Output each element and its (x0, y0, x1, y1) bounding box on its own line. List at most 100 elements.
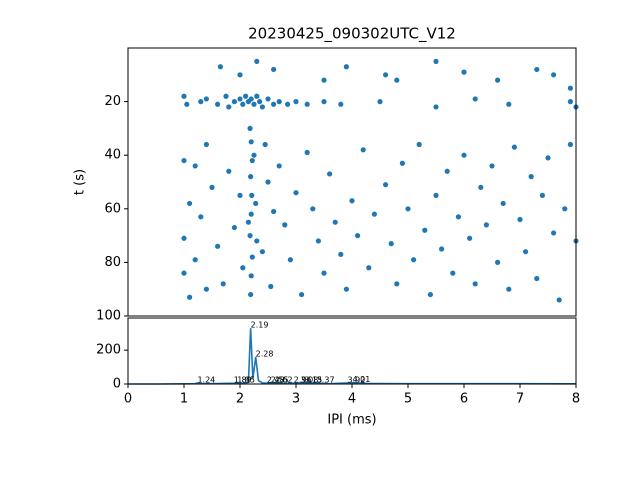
y-tick-label: 80 (104, 255, 121, 270)
point (489, 163, 495, 169)
point (405, 206, 411, 212)
annotation: 2.62 (275, 375, 293, 384)
point (315, 238, 321, 244)
point (265, 96, 271, 102)
point (198, 214, 204, 220)
point (495, 259, 501, 265)
point (248, 273, 254, 279)
point (187, 200, 193, 207)
point (517, 216, 523, 223)
x-tick-label: 3 (292, 392, 300, 407)
point (506, 101, 512, 107)
point (534, 66, 540, 73)
point (203, 96, 209, 102)
y-tick-label: 100 (96, 309, 121, 324)
point (371, 211, 377, 217)
annotation: 3.37 (317, 376, 335, 385)
point (271, 208, 277, 215)
point (360, 147, 366, 153)
point (249, 254, 255, 260)
point (349, 198, 355, 204)
point (377, 99, 383, 105)
point (567, 99, 574, 105)
point (249, 157, 255, 164)
point (254, 93, 260, 99)
point (209, 184, 215, 190)
annotation: 2.55 (271, 375, 289, 384)
y-tick-label: 60 (104, 201, 121, 216)
point (433, 58, 439, 64)
point (472, 281, 478, 287)
point (383, 182, 389, 188)
y-tick-label: 40 (104, 148, 121, 163)
point (251, 152, 257, 158)
point (237, 192, 243, 198)
point (268, 283, 274, 290)
point (383, 72, 389, 78)
point (562, 206, 568, 212)
annotation: 2.48 (267, 376, 285, 385)
point (293, 99, 299, 105)
annotation: 3.92 (348, 375, 366, 384)
point (433, 104, 439, 110)
point (248, 291, 254, 298)
point (467, 235, 473, 241)
x-tick-label: 6 (460, 392, 468, 407)
point (248, 211, 254, 217)
point (332, 219, 338, 225)
point (181, 93, 187, 99)
point (495, 77, 501, 83)
x-tick-label: 5 (404, 392, 412, 407)
point (253, 200, 259, 207)
point (523, 249, 529, 255)
y-tick-label: 200 (96, 343, 121, 358)
point (248, 139, 254, 145)
point (203, 286, 209, 292)
point (259, 104, 265, 110)
point (247, 125, 253, 131)
point (192, 257, 198, 263)
point (243, 93, 249, 99)
x-tick-label: 0 (124, 392, 132, 407)
annotation: 1.95 (237, 375, 255, 384)
point (483, 222, 489, 228)
annotation: 2.96 (294, 376, 312, 385)
point (343, 64, 349, 70)
point (251, 101, 257, 107)
point (265, 179, 271, 185)
y-tick-label: 0 (113, 377, 121, 392)
point (444, 168, 450, 174)
point (528, 174, 534, 180)
x-tick-label: 8 (572, 392, 580, 407)
point (439, 246, 445, 252)
point (338, 251, 344, 257)
point (220, 281, 226, 287)
point (237, 96, 243, 102)
point (534, 275, 540, 282)
point (226, 168, 232, 174)
x-tick-label: 4 (348, 392, 356, 407)
point (282, 222, 288, 228)
point (187, 294, 193, 300)
point (226, 104, 232, 110)
point (551, 230, 557, 236)
point (259, 249, 265, 255)
annotation: 3.08 (300, 375, 318, 384)
annotation: 3.15 (304, 375, 322, 384)
axes-frame (127, 47, 577, 317)
point (217, 64, 223, 70)
axes-frame (127, 317, 577, 385)
point (567, 85, 574, 91)
annotation: 4.01 (353, 375, 371, 384)
point (223, 93, 229, 99)
point (231, 224, 237, 231)
point (299, 291, 305, 298)
point (500, 200, 506, 207)
point (388, 241, 394, 247)
x-axis-label: IPI (ms) (327, 413, 376, 428)
point (254, 238, 260, 244)
point (304, 149, 310, 156)
point (321, 99, 327, 105)
point (271, 66, 277, 73)
point (181, 270, 187, 276)
